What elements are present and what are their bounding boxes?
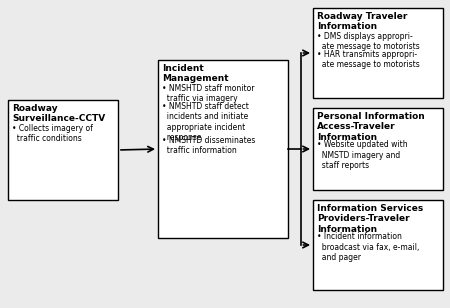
Bar — [158, 60, 288, 238]
Text: • NMSHTD staff monitor
  traffic via imagery: • NMSHTD staff monitor traffic via image… — [162, 83, 255, 103]
Text: Roadway
Surveillance-CCTV: Roadway Surveillance-CCTV — [12, 104, 105, 124]
Text: • Incident information
  broadcast via fax, e-mail,
  and pager: • Incident information broadcast via fax… — [317, 232, 419, 262]
Bar — [8, 100, 118, 200]
Text: • DMS displays appropri-
  ate message to motorists: • DMS displays appropri- ate message to … — [317, 31, 420, 51]
Text: • Collects imagery of
  traffic conditions: • Collects imagery of traffic conditions — [12, 124, 93, 143]
Text: • NMSHTD disseminates
  traffic information: • NMSHTD disseminates traffic informatio… — [162, 136, 256, 155]
Bar — [313, 108, 443, 190]
Bar — [313, 200, 443, 290]
Text: Personal Information
Access-Traveler
Information: Personal Information Access-Traveler Inf… — [317, 112, 425, 142]
Bar — [313, 8, 443, 98]
Text: Incident
Management: Incident Management — [162, 64, 229, 83]
Text: • Website updated with
  NMSTD imagery and
  staff reports: • Website updated with NMSTD imagery and… — [317, 140, 408, 170]
Text: • NMSHTD staff detect
  incidents and initiate
  appropriate incident
  response: • NMSHTD staff detect incidents and init… — [162, 102, 249, 142]
Text: • HAR transmits appropri-
  ate message to motorists: • HAR transmits appropri- ate message to… — [317, 50, 420, 69]
Text: Information Services
Providers-Traveler
Information: Information Services Providers-Traveler … — [317, 204, 423, 234]
Text: Roadway Traveler
Information: Roadway Traveler Information — [317, 12, 407, 31]
